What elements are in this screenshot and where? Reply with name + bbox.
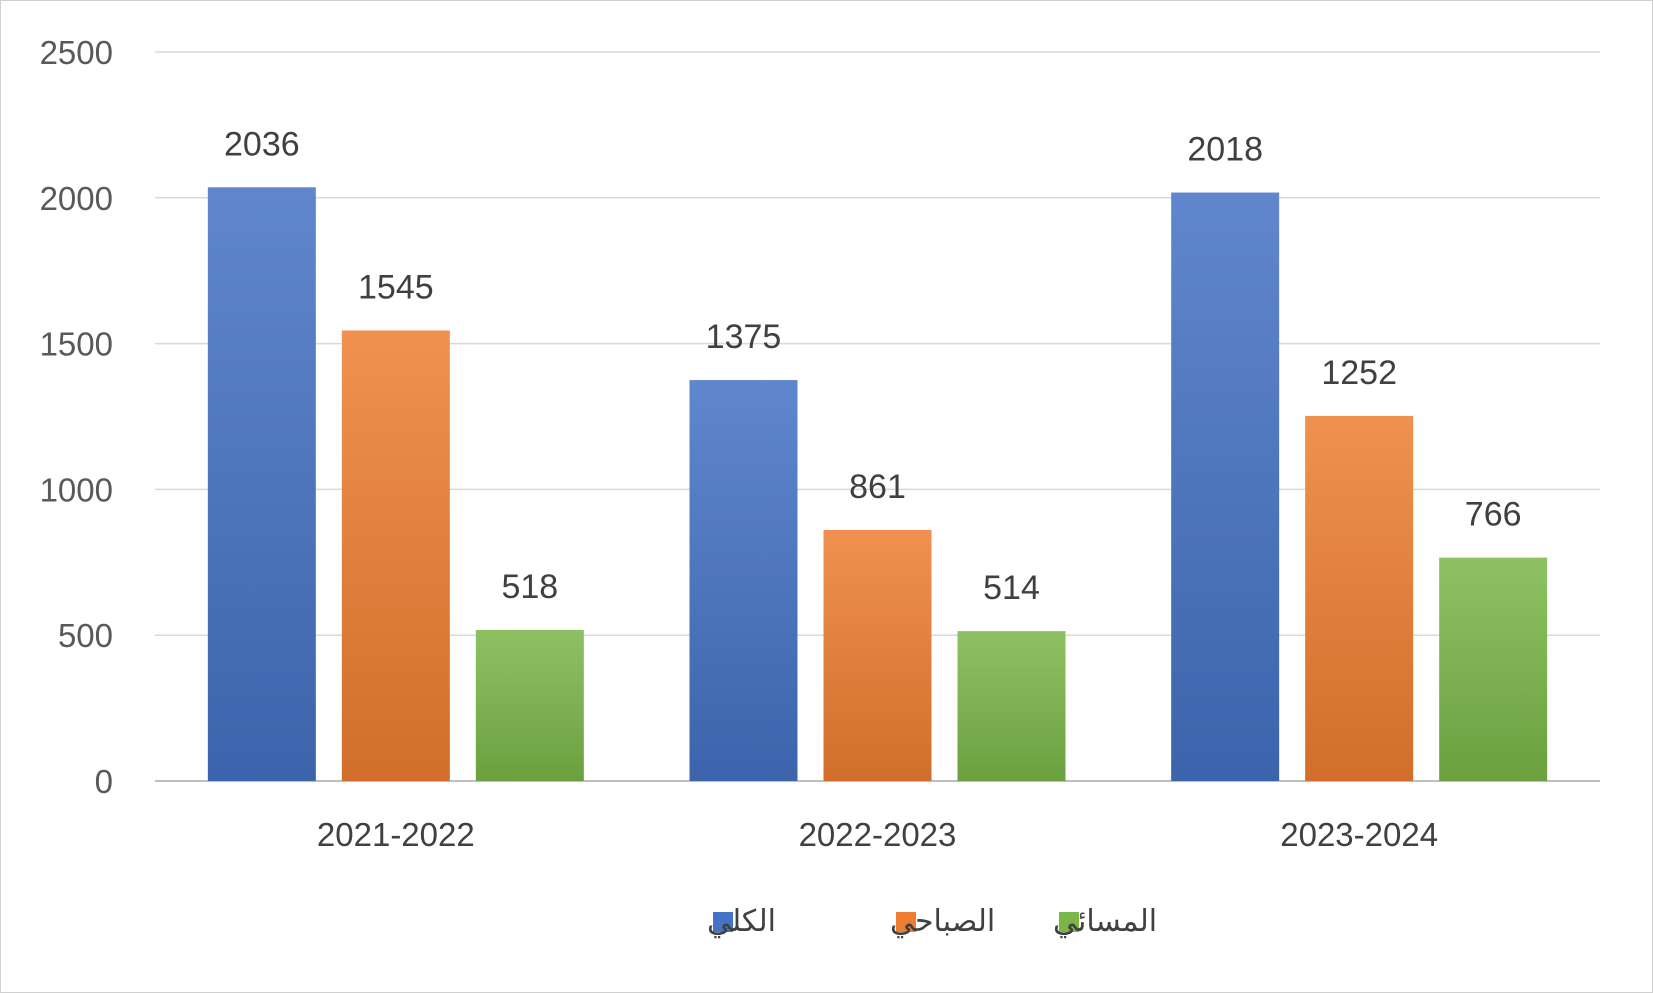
legend-item: المسائي — [1053, 904, 1157, 939]
bar — [207, 187, 316, 782]
data-label: 518 — [501, 568, 558, 606]
legend: الكلي الصباحي المسائي — [707, 904, 1157, 939]
bar — [1439, 557, 1548, 781]
data-label: 861 — [849, 468, 906, 506]
bars — [207, 187, 1548, 782]
y-axis-ticks: 0 500 1000 1500 2000 2500 — [40, 34, 113, 800]
bar — [341, 330, 450, 781]
bar — [1171, 192, 1280, 781]
y-tick-label: 0 — [95, 763, 113, 800]
y-tick-label: 2000 — [40, 180, 113, 217]
bar — [823, 529, 932, 781]
x-tick-label: 2022-2023 — [799, 816, 957, 853]
y-tick-label: 1000 — [40, 471, 113, 508]
data-label: 1252 — [1321, 354, 1397, 392]
legend-label: المسائي — [1053, 904, 1157, 939]
x-tick-label: 2021-2022 — [317, 816, 475, 853]
x-tick-label: 2023-2024 — [1280, 816, 1438, 853]
data-label: 2036 — [224, 125, 300, 163]
legend-item: الصباحي — [890, 904, 995, 939]
legend-swatch — [896, 912, 916, 932]
legend-label: الكلي — [707, 904, 776, 939]
legend-label: الصباحي — [890, 904, 995, 939]
data-label: 514 — [983, 569, 1040, 607]
legend-swatch — [713, 912, 733, 932]
bar — [475, 629, 584, 781]
y-tick-label: 2500 — [40, 34, 113, 71]
y-tick-label: 1500 — [40, 326, 113, 363]
y-tick-label: 500 — [58, 617, 113, 654]
legend-swatch — [1059, 912, 1079, 932]
data-label: 1545 — [358, 268, 434, 306]
data-labels: 2036 1545 518 1375 861 514 2018 1252 766 — [224, 125, 1522, 607]
x-axis-ticks: 2021-2022 2022-2023 2023-2024 — [317, 816, 1438, 853]
bar — [1305, 415, 1414, 781]
data-label: 766 — [1465, 496, 1522, 534]
legend-item: الكلي — [707, 904, 776, 939]
bar — [689, 380, 798, 781]
data-label: 1375 — [706, 318, 782, 356]
bar — [957, 631, 1066, 781]
data-label: 2018 — [1187, 131, 1263, 169]
